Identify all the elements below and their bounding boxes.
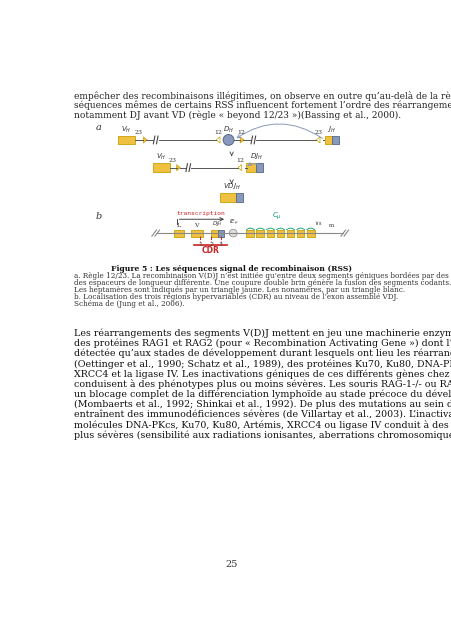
Bar xyxy=(190,230,202,237)
Text: Figure 5 : Les séquences signal de recombinaison (RSS): Figure 5 : Les séquences signal de recom… xyxy=(111,266,351,273)
Bar xyxy=(286,230,294,237)
Text: des espaceurs de longueur différente. Une coupure double brin génère la fusion d: des espaceurs de longueur différente. Un… xyxy=(74,279,450,287)
Bar xyxy=(324,136,331,144)
Text: $J_H$: $J_H$ xyxy=(327,124,335,134)
Bar xyxy=(256,230,264,237)
Text: molécules DNA-PKcs, Ku70, Ku80, Artémis, XRCC4 ou ligase IV conduit à des phénot: molécules DNA-PKcs, Ku70, Ku80, Artémis,… xyxy=(74,420,451,430)
Bar xyxy=(235,193,243,202)
Text: (Oettinger et al., 1990; Schatz et al., 1989), des protéines Ku70, Ku80, DNA-PKc: (Oettinger et al., 1990; Schatz et al., … xyxy=(74,359,451,369)
Text: Les réarrangements des segments V(D)J mettent en jeu une machinerie enzymatique : Les réarrangements des segments V(D)J me… xyxy=(74,328,451,338)
Text: L: L xyxy=(176,223,180,228)
Bar xyxy=(276,230,284,237)
Bar xyxy=(255,163,263,172)
Bar xyxy=(296,230,304,237)
Text: un blocage complet de la différenciation lymphoïde au stade précoce du développe: un blocage complet de la différenciation… xyxy=(74,390,451,399)
Text: 2: 2 xyxy=(209,243,213,247)
Text: détectée qu’aux stades de développement durant lesquels ont lieu les réarrangeme: détectée qu’aux stades de développement … xyxy=(74,349,451,358)
Text: $DJ_H$: $DJ_H$ xyxy=(212,219,222,228)
Text: a: a xyxy=(95,123,101,132)
Circle shape xyxy=(229,229,237,237)
Bar xyxy=(266,230,274,237)
Text: 23: 23 xyxy=(134,131,143,135)
Text: plus sévères (sensibilité aux radiations ionisantes, aberrations chromosomiques): plus sévères (sensibilité aux radiations… xyxy=(74,430,451,440)
Circle shape xyxy=(223,134,234,145)
Text: conduisent à des phénotypes plus ou moins sévères. Les souris RAG-1-/- ou RAG-2-: conduisent à des phénotypes plus ou moin… xyxy=(74,380,451,389)
Text: a. Règle 12/23. La recombinaison V(D)J n’est initiée qu’entre deux segments géni: a. Règle 12/23. La recombinaison V(D)J n… xyxy=(74,273,451,280)
Polygon shape xyxy=(238,164,241,171)
Text: $C_\mu$: $C_\mu$ xyxy=(272,211,281,222)
Text: $V_H$: $V_H$ xyxy=(156,152,166,163)
Text: 12: 12 xyxy=(237,131,245,135)
Text: entraînent des immunodéficiences sévères (de Villartay et al., 2003). L’inactiva: entraînent des immunodéficiences sévères… xyxy=(74,410,451,419)
Text: $V_H$: $V_H$ xyxy=(121,124,131,134)
Text: notamment DJ avant VD (règle « beyond 12/23 »)(Bassing et al., 2000).: notamment DJ avant VD (règle « beyond 12… xyxy=(74,111,400,120)
Polygon shape xyxy=(216,137,220,143)
FancyArrowPatch shape xyxy=(248,163,261,166)
Text: $D_H$: $D_H$ xyxy=(223,124,234,134)
Text: 12: 12 xyxy=(236,158,244,163)
Text: XRCC4 et la ligase IV. Les inactivations géniques de ces différents gènes chez l: XRCC4 et la ligase IV. Les inactivations… xyxy=(74,369,451,379)
Bar xyxy=(220,193,235,202)
Text: séquences mêmes de certains RSS influencent fortement l’ordre des réarrangements: séquences mêmes de certains RSS influenc… xyxy=(74,100,451,110)
Polygon shape xyxy=(176,164,180,171)
Text: empêcher des recombinaisons illégitimes, on observe en outre qu’au-delà de la rè: empêcher des recombinaisons illégitimes,… xyxy=(74,91,451,100)
Text: $DJ_H$: $DJ_H$ xyxy=(249,152,262,163)
Bar xyxy=(331,136,338,144)
Text: 3: 3 xyxy=(218,243,222,247)
Text: 25: 25 xyxy=(225,561,237,570)
Text: 12: 12 xyxy=(214,131,222,135)
Text: Les heptamères sont indiqués par un triangle jaune. Les nonamères, par un triang: Les heptamères sont indiqués par un tria… xyxy=(74,286,404,294)
Text: 1: 1 xyxy=(198,243,201,247)
Polygon shape xyxy=(143,137,147,143)
Text: Schéma de (Jung et al., 2006).: Schéma de (Jung et al., 2006). xyxy=(74,300,184,308)
Bar xyxy=(152,163,169,172)
Bar xyxy=(306,230,314,237)
Bar xyxy=(174,230,183,237)
Polygon shape xyxy=(316,137,319,143)
Text: 23: 23 xyxy=(168,158,176,163)
Text: $IE_\mu$: $IE_\mu$ xyxy=(228,218,237,228)
Bar xyxy=(246,163,255,172)
Polygon shape xyxy=(239,137,244,143)
Text: b. Localisation des trois régions hypervariables (CDR) au niveau de l’exon assem: b. Localisation des trois régions hyperv… xyxy=(74,293,397,301)
Bar xyxy=(218,230,223,237)
Text: (Mombaerts et al., 1992; Shinkai et al., 1992). De plus des mutations au sein de: (Mombaerts et al., 1992; Shinkai et al.,… xyxy=(74,400,451,409)
Text: $\vee_8$: $\vee_8$ xyxy=(313,219,322,228)
Text: m: m xyxy=(328,223,333,228)
Text: $VDJ_H$: $VDJ_H$ xyxy=(222,182,240,192)
Text: transcription: transcription xyxy=(176,211,225,216)
Text: des protéines RAG1 et RAG2 (pour « Recombination Activating Gene ») dont l’expre: des protéines RAG1 et RAG2 (pour « Recom… xyxy=(74,339,451,348)
Bar xyxy=(117,136,134,144)
Text: CDR: CDR xyxy=(201,246,219,255)
Bar xyxy=(211,230,218,237)
FancyArrowPatch shape xyxy=(237,124,322,138)
Bar xyxy=(246,230,253,237)
Text: 23: 23 xyxy=(314,131,322,135)
Text: b: b xyxy=(95,212,101,221)
Text: V: V xyxy=(194,223,198,228)
